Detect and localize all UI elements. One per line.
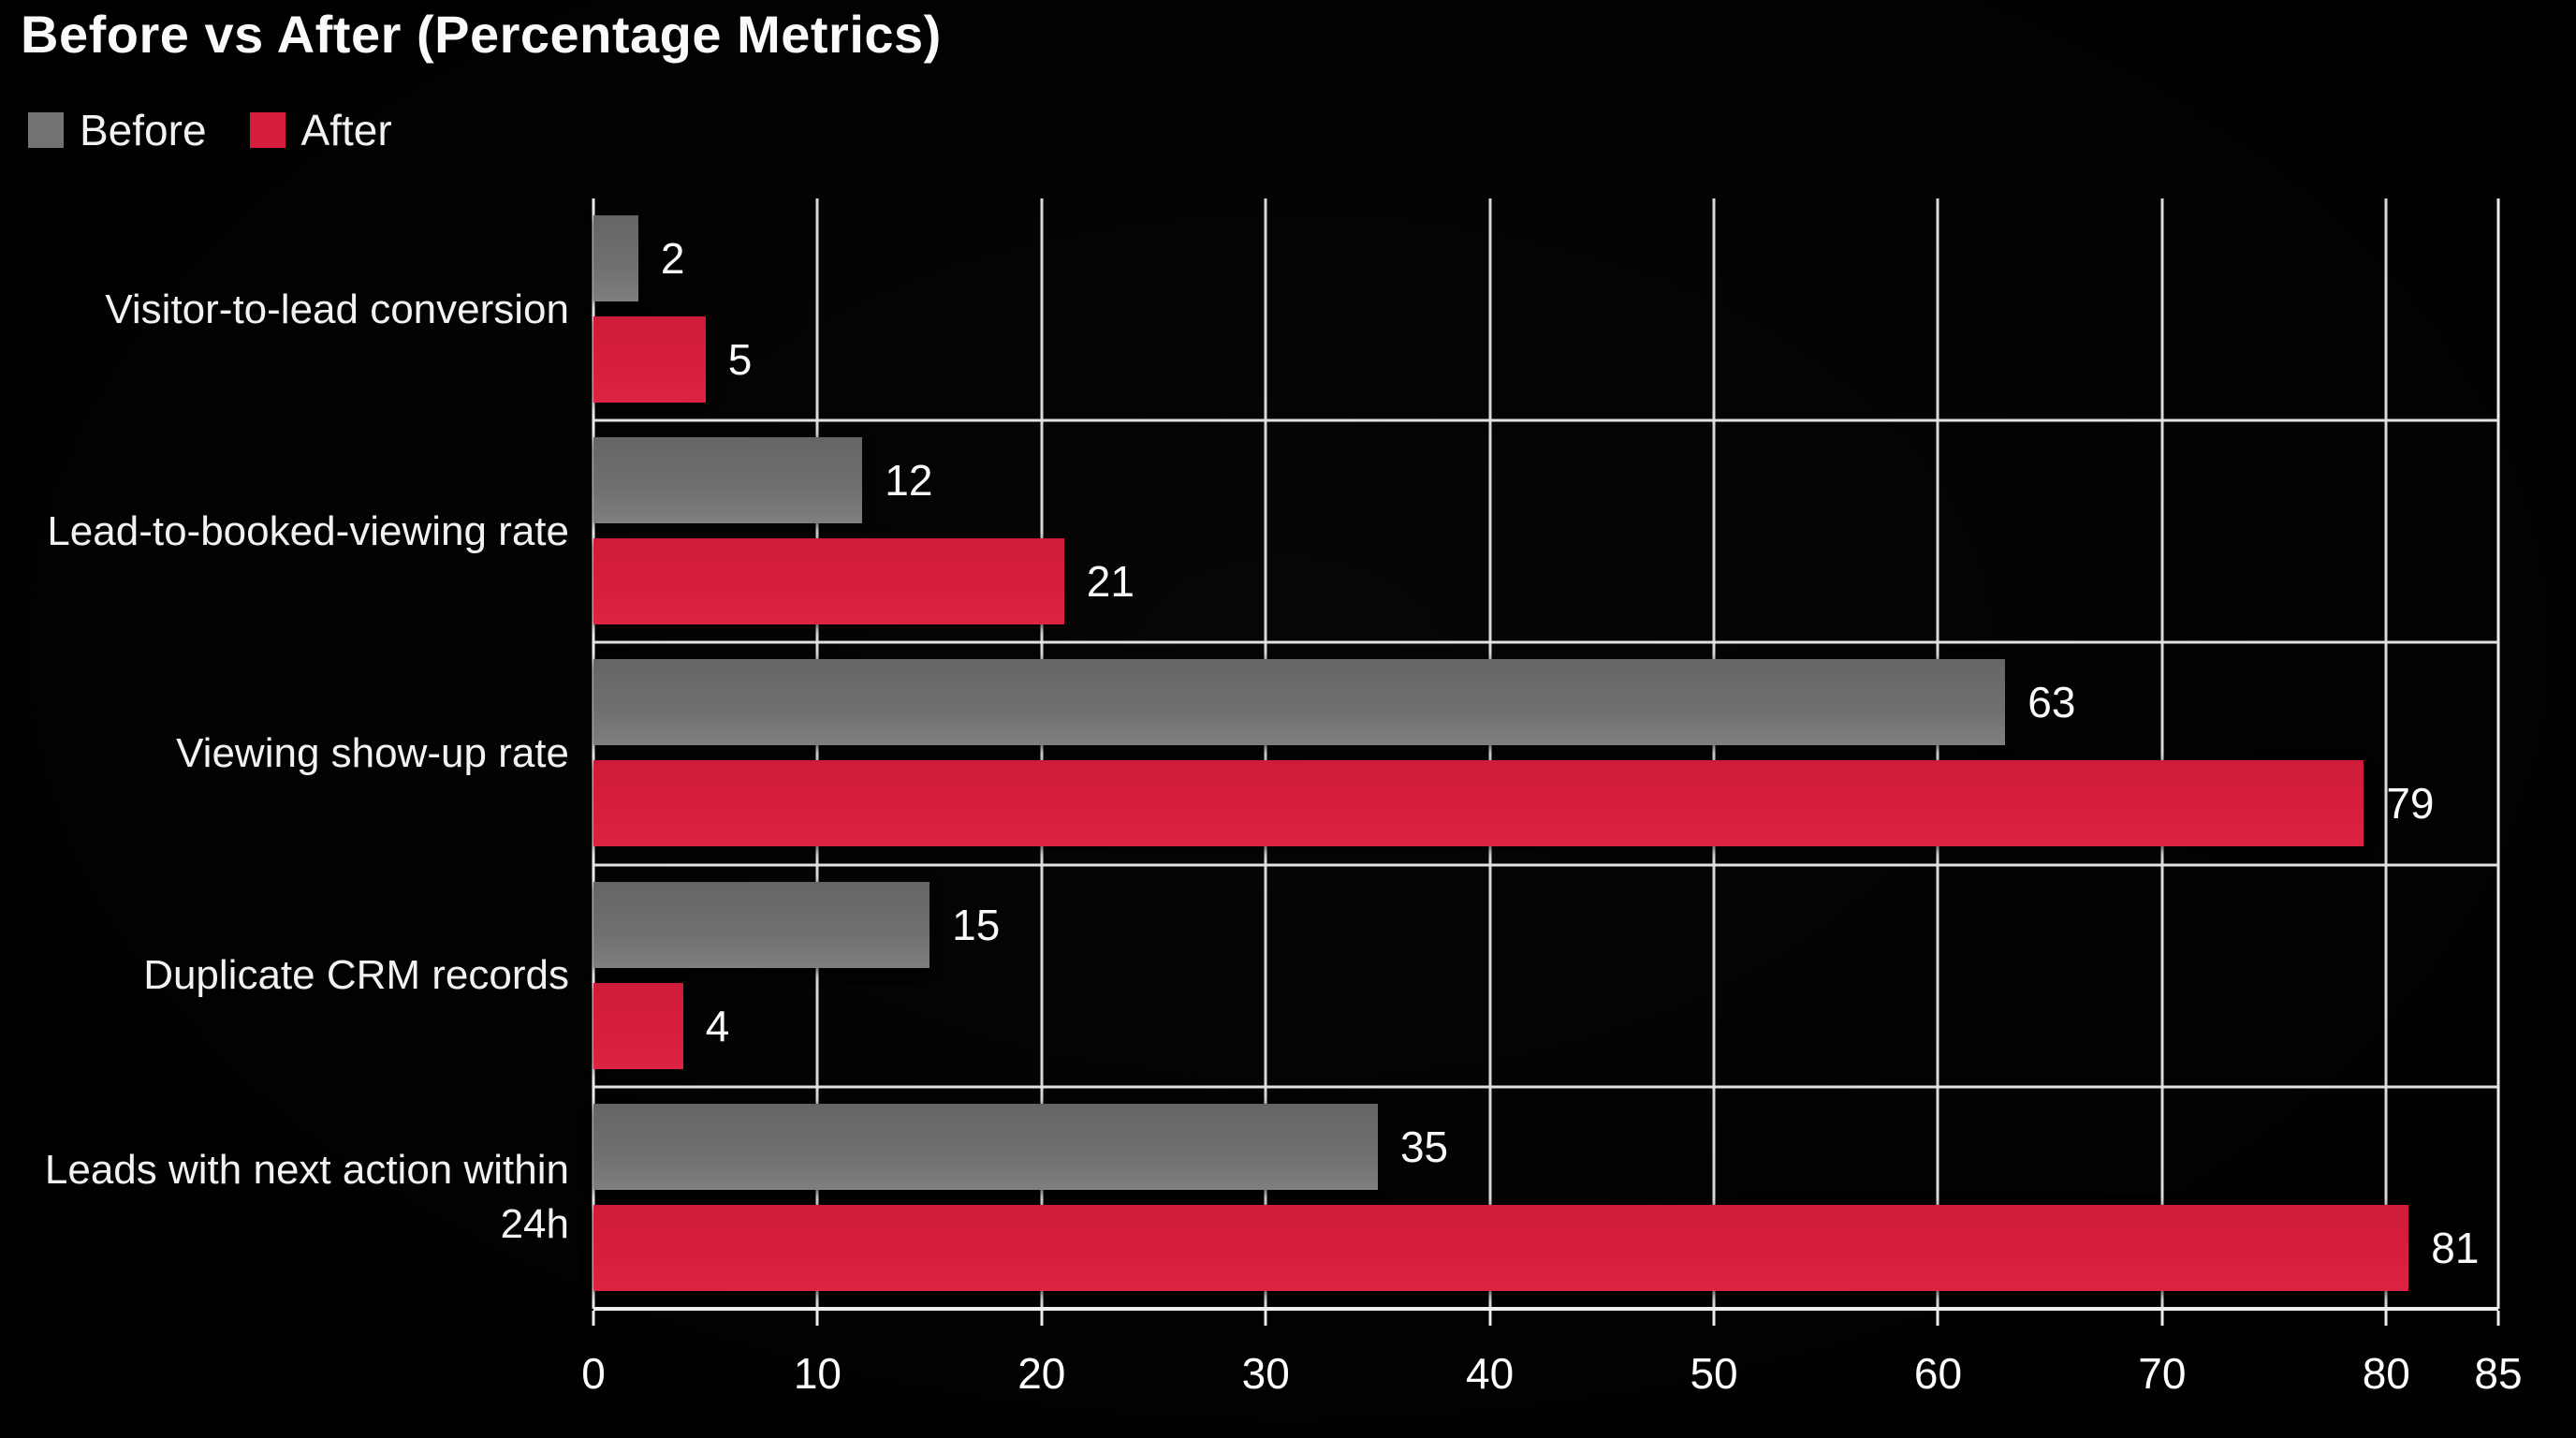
row-separator [593,1085,2498,1089]
x-axis-tick [2384,1311,2388,1326]
x-tick-label: 0 [581,1349,606,1398]
gridline-vertical [2160,198,2164,1309]
x-tick-label: 50 [1690,1349,1738,1398]
x-tick-label: 20 [1017,1349,1066,1398]
gridline-vertical [1712,198,1716,1309]
x-tick-label: 85 [2474,1349,2523,1398]
x-tick-label: 70 [2138,1349,2187,1398]
x-tick-label: 60 [1913,1349,1963,1398]
bar-after [593,982,683,1069]
bar-before [593,1103,1378,1190]
chart-plot-area: 0 10 20 30 40 50 60 70 80 85 2 5 12 21 63 79 15 4 35 81 [581,198,2523,1398]
row-separator [593,863,2498,867]
bar-value-label: 12 [885,456,933,506]
category-label: Visitor-to-lead conversion [105,286,569,332]
gridline-vertical [2384,198,2388,1309]
bar-after [593,1204,2409,1291]
x-tick-label: 30 [1241,1349,1290,1398]
bar-before [593,215,638,301]
before-swatch-icon [28,112,64,148]
x-axis-tick [592,1311,595,1326]
category-axis-labels: Visitor-to-lead conversion Lead-to-booked… [0,198,569,1309]
bar-value-label: 2 [660,234,685,283]
bar-value-label: 79 [2386,779,2435,829]
gridline-vertical [1040,198,1044,1309]
x-axis-tick [2496,1311,2500,1326]
category-label: Lead-to-booked-viewing rate [47,507,569,554]
x-axis-tick [1488,1311,1492,1326]
x-axis-tick [1936,1311,1939,1326]
bar-before [593,659,2006,746]
x-axis-tick [1264,1311,1267,1326]
bar-value-label: 21 [1086,557,1134,607]
x-axis-tick [815,1311,819,1326]
bar-value-label: 5 [727,335,753,384]
category-label: Leads with next action within 24h [44,1147,569,1248]
bar-after [593,538,1064,625]
x-tick-label: 40 [1466,1349,1515,1398]
after-swatch-icon [249,112,285,148]
x-axis-line [593,1307,2498,1311]
legend-item-before: Before [28,105,207,155]
x-axis-tick [1712,1311,1716,1326]
row-separator [593,418,2498,422]
gridline-vertical [1264,198,1267,1309]
x-tick-label: 10 [793,1349,842,1398]
y-axis-line [592,198,595,1309]
legend-item-after: After [249,105,392,155]
x-axis-tick [2160,1311,2164,1326]
category-label: Duplicate CRM records [143,952,569,999]
gridline-vertical [815,198,819,1309]
chart-legend: Before After [28,105,392,155]
x-axis-tick [1040,1311,1044,1326]
bar-value-label: 35 [1399,1122,1449,1171]
chart-title: Before vs After (Percentage Metrics) [21,5,942,64]
bar-value-label: 4 [705,1001,730,1050]
x-tick-label: 80 [2362,1349,2410,1398]
category-label: Viewing show-up rate [176,729,569,776]
legend-label-after: After [300,106,392,154]
bar-after [593,760,2364,847]
bar-before [593,437,863,524]
row-separator [593,640,2498,644]
gridline-vertical [1488,198,1492,1309]
bar-value-label: 15 [952,900,1001,949]
gridline-vertical [1936,198,1939,1309]
bar-after [593,316,706,403]
bar-value-label: 63 [2027,678,2076,727]
bar-value-label: 81 [2431,1223,2480,1272]
legend-label-before: Before [80,106,207,154]
bar-before [593,881,930,968]
gridline-vertical [2496,198,2500,1309]
